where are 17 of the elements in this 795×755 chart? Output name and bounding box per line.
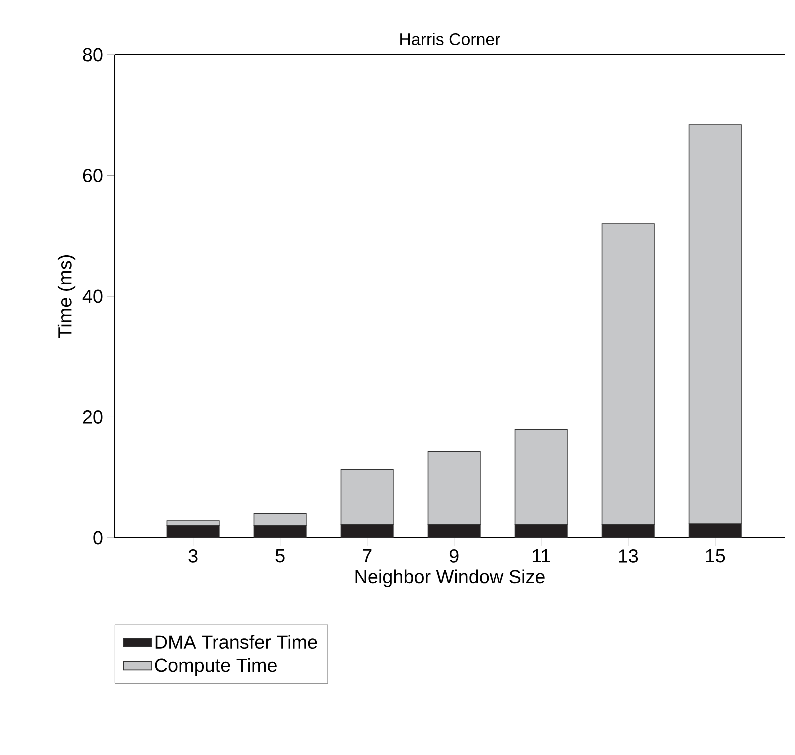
legend-label: DMA Transfer Time: [156, 635, 318, 650]
x-tick-label: 15: [706, 550, 726, 563]
chart-title: Harris Corner: [400, 33, 501, 46]
y-tick-label: 60: [83, 169, 103, 182]
x-tick-label: 7: [363, 550, 372, 563]
y-tick-label: 20: [83, 410, 103, 424]
y-tick-label: 80: [83, 48, 103, 62]
x-tick-label: 5: [276, 550, 285, 563]
x-tick-label: 3: [188, 550, 198, 563]
x-tick-label: 13: [619, 550, 638, 563]
y-tick-label: 0: [94, 531, 103, 545]
y-axis-title: Time (ms): [58, 255, 76, 338]
x-axis-title: Neighbor Window Size: [356, 570, 545, 588]
y-tick-label: 40: [82, 290, 103, 304]
x-tick-label: 11: [532, 550, 550, 563]
x-tick-label: 9: [450, 550, 459, 563]
legend-label: Compute Time: [155, 658, 277, 676]
